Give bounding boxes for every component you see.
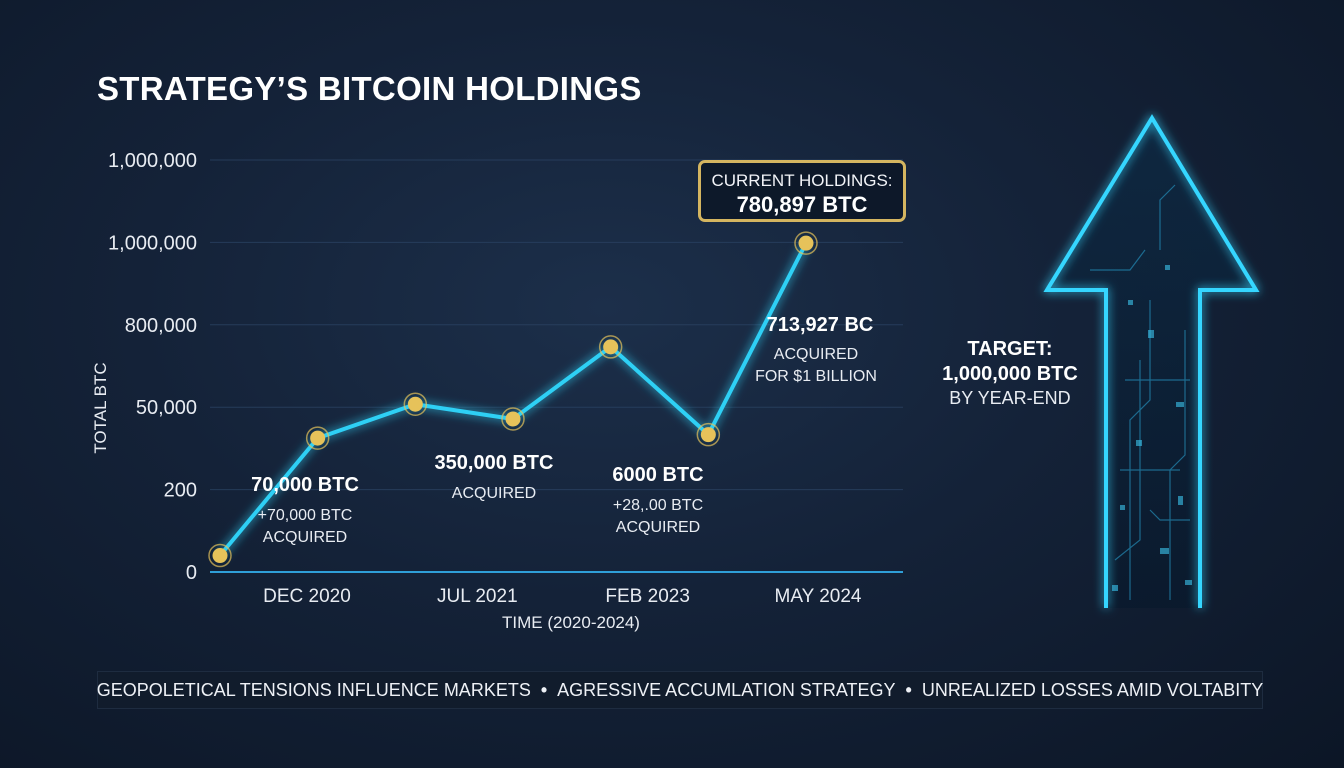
annotation-detail: FOR $1 BILLION xyxy=(755,368,877,385)
data-point xyxy=(700,427,716,443)
target-deadline: BY YEAR-END xyxy=(949,388,1071,408)
ticker-separator: • xyxy=(905,679,912,700)
target-value: 1,000,000 BTC xyxy=(942,363,1078,385)
callout-label: CURRENT HOLDINGS: xyxy=(711,171,893,190)
x-tick-label: MAY 2024 xyxy=(775,586,862,607)
news-ticker: GEOPOLETICAL TENSIONS INFLUENCE MARKETS … xyxy=(97,671,1263,709)
annotation: 350,000 BTC ACQUIRED xyxy=(435,452,554,502)
annotation-detail: +28,.00 BTC xyxy=(613,497,703,514)
data-point-ring xyxy=(696,422,721,447)
annotation: 6000 BTC +28,.00 BTC ACQUIRED xyxy=(612,464,703,536)
annotation: 70,000 BTC +70,000 BTC ACQUIRED xyxy=(251,474,359,546)
data-point-ring xyxy=(598,335,623,359)
callout-value: 780,897 BTC xyxy=(736,192,868,217)
data-point xyxy=(407,396,423,412)
annotation-detail: ACQUIRED xyxy=(774,346,858,363)
annotation-detail: ACQUIRED xyxy=(616,519,700,536)
data-point xyxy=(798,235,814,251)
y-axis-label: TOTAL BTC xyxy=(91,362,110,453)
data-points xyxy=(208,231,818,568)
data-point xyxy=(212,548,228,564)
x-axis-label: TIME (2020-2024) xyxy=(502,613,640,632)
chart-title: STRATEGY’S BITCOIN HOLDINGS xyxy=(97,70,642,107)
x-tick-labels: DEC 2020 JUL 2021 FEB 2023 MAY 2024 xyxy=(263,586,862,607)
y-tick-label: 1,000,000 xyxy=(108,150,197,172)
y-tick-labels: 1,000,000 1,000,000 800,000 50,000 200 0 xyxy=(108,150,197,584)
data-point xyxy=(310,430,326,446)
annotation-value: 6000 BTC xyxy=(612,464,703,486)
data-point-ring xyxy=(501,407,525,431)
target-arrow-graphic xyxy=(960,114,1260,608)
annotation-detail: +70,000 BTC xyxy=(258,507,353,524)
ticker-separator: • xyxy=(540,679,548,700)
target-label: TARGET: 1,000,000 BTC BY YEAR-END xyxy=(920,338,1100,409)
x-tick-label: DEC 2020 xyxy=(263,586,351,607)
y-tick-label: 800,000 xyxy=(125,315,197,337)
y-tick-label: 50,000 xyxy=(136,397,197,419)
y-tick-label: 1,000,000 xyxy=(108,232,197,254)
current-holdings-callout: CURRENT HOLDINGS: 780,897 BTC xyxy=(698,160,906,222)
annotation-value: 713,927 BC xyxy=(767,314,874,336)
data-point-ring xyxy=(794,231,818,255)
y-tick-label: 200 xyxy=(164,480,197,502)
target-heading: TARGET: xyxy=(967,338,1053,360)
y-tick-label: 0 xyxy=(186,562,197,584)
annotation-detail: ACQUIRED xyxy=(263,529,347,546)
x-tick-label: FEB 2023 xyxy=(605,586,690,607)
data-point xyxy=(505,411,521,427)
data-point-ring xyxy=(208,543,232,568)
annotation-value: 350,000 BTC xyxy=(435,452,554,474)
data-point xyxy=(603,339,619,355)
x-tick-label: JUL 2021 xyxy=(437,586,518,607)
data-point-ring xyxy=(403,392,428,416)
ticker-item: GEOPOLETICAL TENSIONS INFLUENCE MARKETS xyxy=(96,679,531,700)
ticker-item: UNREALIZED LOSSES AMID VOLTABITY xyxy=(921,679,1264,700)
data-point-ring xyxy=(305,426,330,450)
ticker-item: AGRESSIVE ACCUMLATION STRATEGY xyxy=(557,679,896,700)
annotation-value: 70,000 BTC xyxy=(251,474,359,496)
annotation: 713,927 BC ACQUIRED FOR $1 BILLION xyxy=(755,314,877,385)
annotation-detail: ACQUIRED xyxy=(452,485,536,502)
